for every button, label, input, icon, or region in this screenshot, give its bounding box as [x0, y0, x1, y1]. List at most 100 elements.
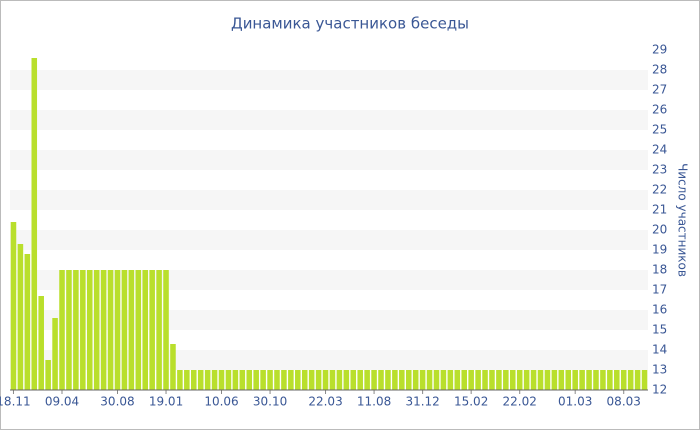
bar: [461, 370, 468, 390]
bar: [66, 270, 72, 390]
grid-band: [10, 270, 648, 290]
bar: [52, 318, 58, 390]
bar: [142, 270, 149, 390]
bar: [530, 370, 537, 390]
x-tick-label: 08.03: [607, 395, 641, 409]
grid-band: [10, 190, 648, 210]
grid-band: [10, 350, 648, 370]
bar: [336, 370, 343, 390]
chart-title: Динамика участников беседы: [231, 15, 469, 33]
bar: [10, 222, 17, 390]
grid-band: [10, 110, 648, 130]
bar: [184, 370, 190, 390]
bar: [177, 370, 183, 390]
bar: [260, 370, 266, 390]
bar: [627, 370, 634, 390]
bar: [433, 370, 440, 390]
bar: [322, 370, 329, 390]
bar: [73, 270, 79, 390]
grid-band: [10, 310, 648, 330]
bar: [454, 370, 461, 390]
bar: [315, 370, 322, 390]
bar: [59, 270, 65, 390]
bar: [509, 370, 516, 390]
bar: [412, 370, 419, 390]
bar: [572, 370, 578, 390]
bar: [149, 270, 155, 390]
bar: [121, 270, 128, 390]
x-tick-label: 09.04: [45, 395, 79, 409]
y-tick-label: 12: [652, 383, 667, 397]
y-tick-label: 28: [652, 63, 667, 77]
bar: [114, 270, 121, 390]
y-tick-label: 23: [652, 163, 667, 177]
bar: [392, 370, 398, 390]
y-tick-label: 24: [652, 143, 667, 157]
bar: [544, 370, 551, 390]
bar: [614, 370, 620, 390]
x-tick-label: 22.02: [503, 395, 537, 409]
bar: [600, 370, 606, 390]
bar: [447, 370, 454, 390]
y-tick-label: 26: [652, 103, 667, 117]
bar: [503, 370, 509, 390]
bar: [523, 370, 530, 390]
bar: [225, 370, 232, 390]
bar: [274, 370, 280, 390]
bar: [343, 370, 350, 390]
bar: [31, 58, 38, 390]
bar: [211, 370, 218, 390]
bar: [399, 370, 405, 390]
x-tick-label: 31.12: [405, 395, 439, 409]
x-tick-label: 30.10: [253, 395, 287, 409]
x-tick-label: 19.01: [149, 395, 183, 409]
bar: [135, 270, 142, 390]
bar: [86, 270, 93, 390]
bar: [295, 370, 301, 390]
bar: [516, 370, 523, 390]
bar: [371, 370, 377, 390]
bar: [482, 370, 488, 390]
bar: [419, 370, 426, 390]
bar: [107, 270, 114, 390]
bar: [232, 370, 239, 390]
y-tick-label: 20: [652, 223, 667, 237]
bar: [586, 370, 592, 390]
bar: [565, 370, 572, 390]
y-tick-label: 17: [652, 283, 667, 297]
bar: [475, 370, 481, 390]
bar: [80, 270, 86, 390]
bar: [38, 296, 44, 390]
grid-band: [10, 150, 648, 170]
bar: [246, 370, 253, 390]
y-tick-label: 13: [652, 363, 667, 377]
bar: [329, 370, 336, 390]
y-tick-label: 29: [652, 43, 667, 57]
bar: [128, 270, 135, 390]
bar: [100, 270, 107, 390]
y-tick-label: 22: [652, 183, 667, 197]
bar: [378, 370, 384, 390]
y-tick-label: 19: [652, 243, 667, 257]
bar: [641, 370, 648, 390]
bar: [267, 370, 273, 390]
bar: [558, 370, 565, 390]
bar: [496, 370, 502, 390]
grid-band: [10, 70, 648, 90]
bar: [93, 270, 100, 390]
bar: [156, 270, 162, 390]
grid-band: [10, 230, 648, 250]
bar: [440, 370, 447, 390]
y-tick-label: 27: [652, 83, 667, 97]
bar: [24, 254, 31, 390]
bar: [239, 370, 246, 390]
y-tick-label: 21: [652, 203, 667, 217]
y-tick-label: 18: [652, 263, 667, 277]
bar: [163, 270, 169, 390]
bar: [45, 360, 51, 390]
bar: [468, 370, 474, 390]
bar: [350, 370, 357, 390]
y-tick-label: 14: [652, 343, 667, 357]
bar: [308, 370, 315, 390]
